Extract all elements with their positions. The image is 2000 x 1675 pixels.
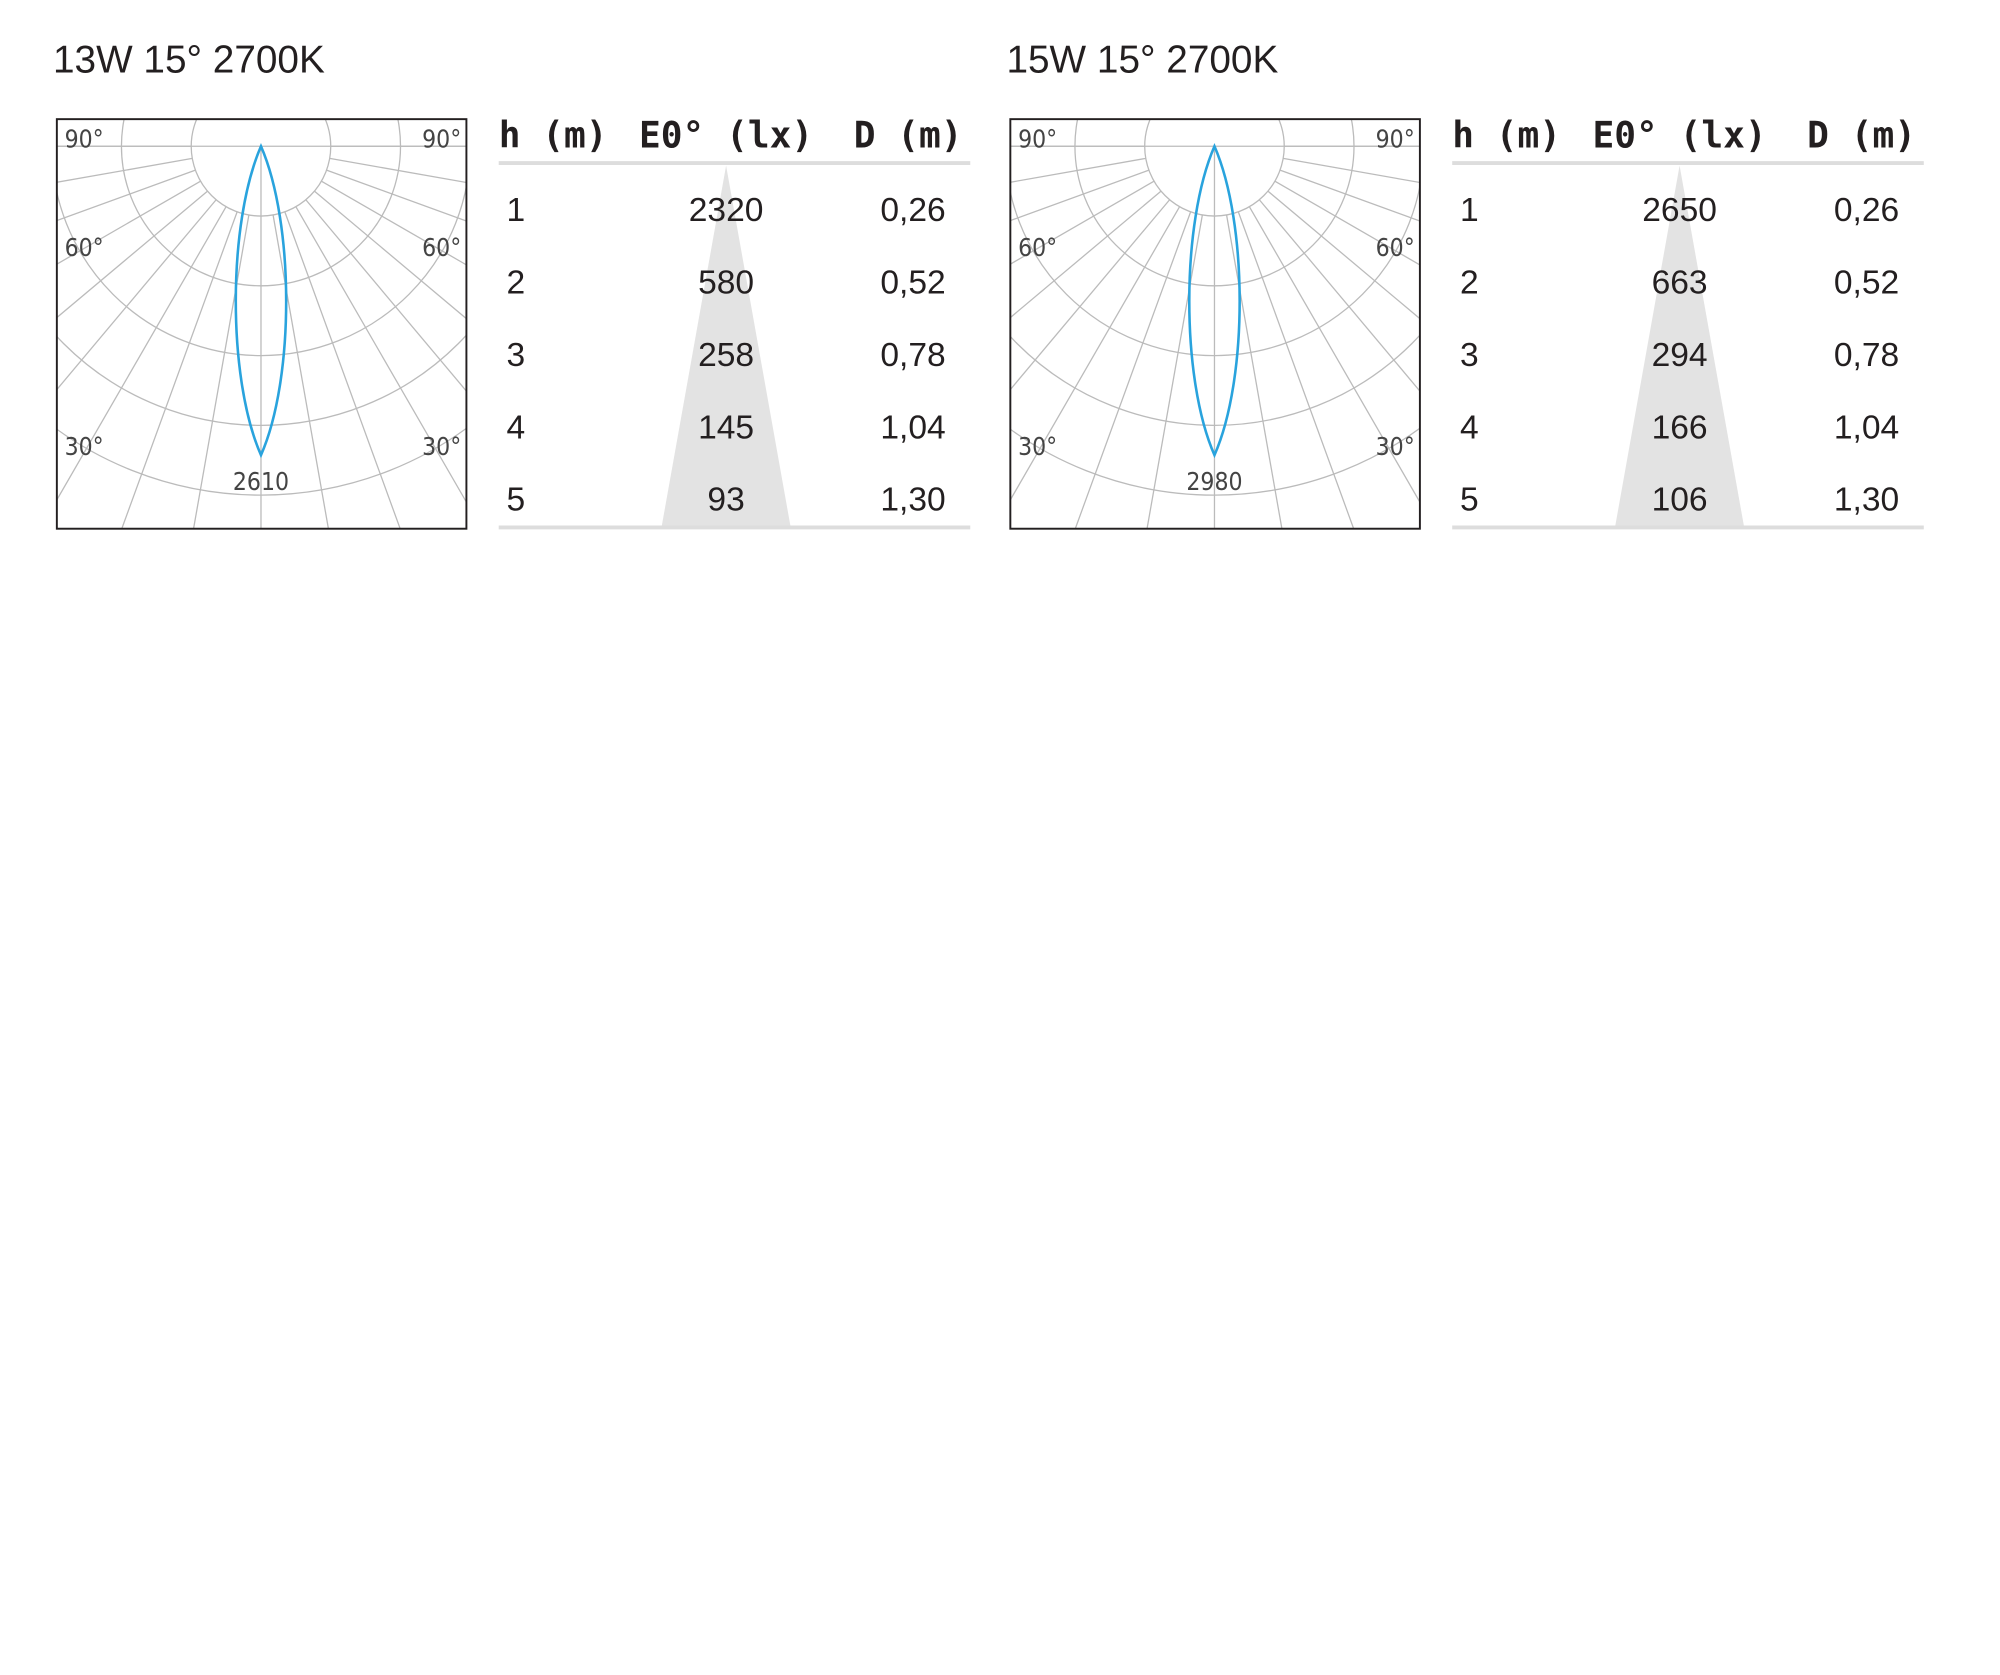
grid-ray — [326, 169, 467, 222]
grid-ray — [1010, 190, 1162, 319]
grid-ray — [1010, 199, 1171, 391]
table-cell: 258 — [698, 337, 754, 374]
angle-label: 60° — [65, 233, 104, 262]
table-cell: 93 — [707, 482, 744, 519]
polar-grid — [1010, 119, 1420, 529]
peak-label: 2610 — [233, 467, 289, 496]
polar-frame — [1009, 118, 1421, 530]
grid-ray — [1258, 199, 1420, 393]
grid-ray — [1010, 180, 1155, 265]
table-cell: 3 — [506, 337, 525, 374]
grid-ray — [56, 199, 217, 391]
angle-label: 90° — [65, 125, 104, 154]
peak-label: 2980 — [1186, 467, 1242, 496]
table-cell: 663 — [1652, 265, 1708, 302]
column-header: E0° (lx) — [639, 114, 813, 157]
grid-ray — [1010, 169, 1150, 222]
grid-ray — [321, 180, 467, 266]
table-cell: 294 — [1652, 337, 1708, 374]
grid-ray — [1274, 180, 1420, 266]
table-cell: 5 — [506, 482, 525, 519]
table-cell: 4 — [1460, 409, 1479, 446]
table-cell: 0,26 — [880, 192, 945, 229]
grid-ray — [1237, 211, 1355, 529]
table-cell: 166 — [1652, 409, 1708, 446]
grid-ray — [295, 206, 467, 504]
grid-ray — [56, 180, 201, 265]
table-cell: 1 — [1460, 192, 1479, 229]
grid-ray — [329, 157, 467, 184]
angle-label: 60° — [1018, 233, 1057, 262]
column-header: E0° (lx) — [1593, 114, 1767, 157]
beam-cone — [1614, 165, 1745, 528]
table-cell: 4 — [506, 409, 525, 446]
column-header: D (m) — [1807, 114, 1916, 157]
panel: 13W 15° 2700K 90° 90° 60° 60° 30° 30° 2610 h (m)… — [53, 39, 971, 530]
table-cell: 1,04 — [1834, 409, 1899, 446]
angle-label: 30° — [65, 432, 104, 461]
grid-ray — [56, 206, 227, 502]
angle-label: 60° — [1376, 233, 1415, 262]
table-cell: 2650 — [1642, 192, 1717, 229]
grid-ray — [305, 199, 467, 393]
column-header: D (m) — [854, 114, 963, 157]
grid-ray — [121, 211, 238, 529]
polar-grid — [56, 119, 467, 529]
grid-ray — [1248, 206, 1420, 504]
panel-title: 13W 15° 2700K — [53, 39, 325, 82]
angle-label: 90° — [422, 125, 461, 154]
beam-curve — [234, 143, 288, 459]
table-cell: 0,52 — [1834, 265, 1899, 302]
panel-title: 15W 15° 2700K — [1006, 39, 1278, 82]
beam-cone — [661, 165, 791, 528]
table-cell: 2 — [506, 265, 525, 302]
grid-ray — [1279, 169, 1420, 222]
column-header: h (m) — [1452, 114, 1561, 157]
column-header: h (m) — [499, 114, 608, 157]
angle-label: 30° — [1376, 432, 1415, 461]
angle-label: 90° — [1376, 125, 1415, 154]
table-cell: 145 — [698, 409, 754, 446]
grid-ray — [314, 190, 467, 320]
polar-frame — [55, 118, 468, 530]
table-cell: 1,30 — [1834, 482, 1899, 519]
table-cell: 2320 — [689, 192, 764, 229]
grid-ray — [1283, 157, 1420, 184]
grid-ray — [56, 157, 193, 183]
table-cell: 2 — [1460, 265, 1479, 302]
table-cell: 3 — [1460, 337, 1479, 374]
angle-label: 30° — [422, 432, 461, 461]
table-cell: 580 — [698, 265, 754, 302]
table-cell: 1,30 — [880, 482, 945, 519]
table-cell: 0,26 — [1834, 192, 1899, 229]
table-cell: 0,78 — [1834, 337, 1899, 374]
table-cell: 0,52 — [880, 265, 945, 302]
table-cell: 1 — [506, 192, 525, 229]
angle-label: 90° — [1018, 125, 1057, 154]
grid-ray — [1074, 211, 1192, 529]
table-cell: 0,78 — [880, 337, 945, 374]
angle-label: 30° — [1018, 432, 1057, 461]
angle-label: 60° — [422, 233, 461, 262]
grid-ray — [1010, 206, 1181, 502]
table-cell: 1,04 — [880, 409, 945, 446]
panel: 15W 15° 2700K 90° 90° 60° 60° 30° 30° 2980 h (m)… — [1006, 39, 1924, 530]
beam-curve — [1187, 143, 1241, 459]
table-cell: 106 — [1652, 482, 1708, 519]
grid-ray — [1267, 190, 1420, 320]
table-cell: 5 — [1460, 482, 1479, 519]
grid-ray — [56, 190, 208, 319]
grid-ray — [1010, 157, 1146, 183]
grid-ray — [56, 169, 196, 222]
grid-ray — [284, 211, 401, 529]
